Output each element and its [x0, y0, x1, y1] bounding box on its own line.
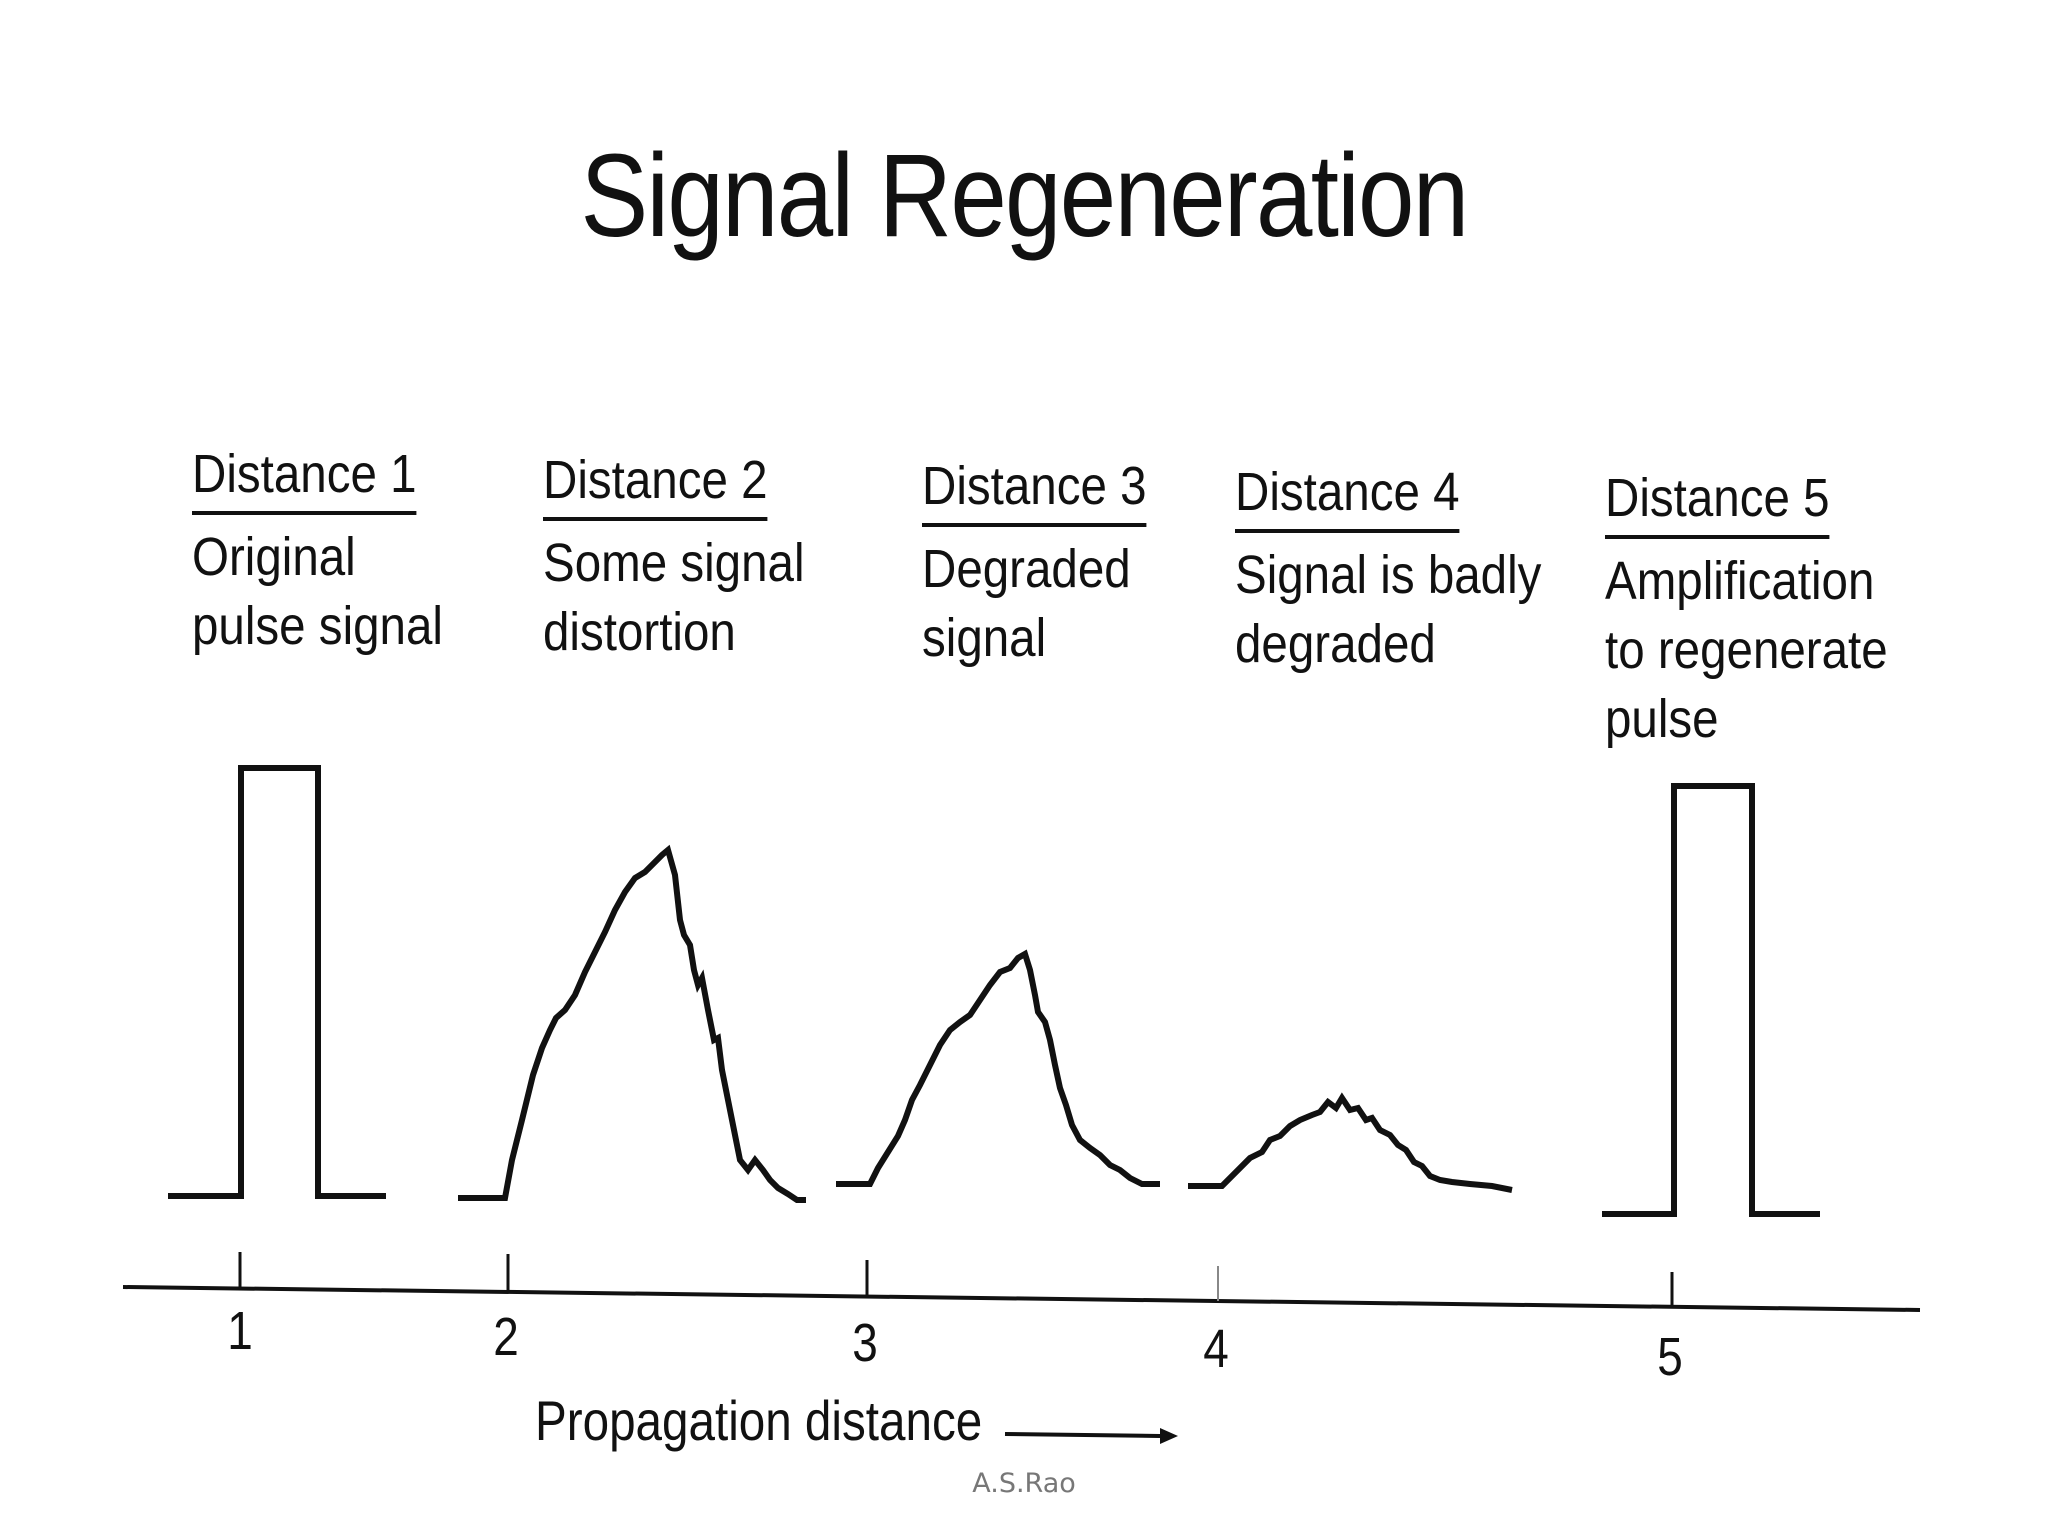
stage-description-line: distortion [543, 602, 736, 663]
stage-description-line: Original [192, 527, 356, 588]
stage-description-line: Some signal [543, 533, 805, 594]
stage-heading: Distance 1 [192, 440, 417, 516]
axis-tick-label: 4 [1203, 1319, 1229, 1379]
stage-distance-1: Distance 1 Original pulse signal [192, 440, 443, 661]
stage-description-line: degraded [1235, 614, 1436, 675]
axis-tick-label: 2 [493, 1307, 519, 1367]
stage-description-line: pulse signal [192, 596, 443, 657]
axis-tick-label: 1 [227, 1301, 253, 1361]
regenerated-pulse-waveform [1602, 783, 1820, 1217]
right-arrow-icon [1004, 1428, 1178, 1444]
propagation-axis-line [122, 1285, 1921, 1312]
stage-description-line: Signal is badly [1235, 545, 1542, 606]
stage-description-line: to regenerate [1605, 620, 1888, 681]
stage-description-line: Amplification [1605, 551, 1875, 612]
slide-title: Signal Regeneration [580, 130, 1470, 262]
axis-tick-label: 5 [1657, 1327, 1683, 1387]
stage-heading: Distance 4 [1235, 458, 1460, 534]
stage-distance-4: Distance 4 Signal is badly degraded [1235, 458, 1541, 679]
original-pulse-waveform [168, 765, 386, 1199]
degraded-pulse-waveform [836, 949, 1160, 1187]
stage-distance-2: Distance 2 Some signal distortion [543, 446, 805, 667]
stage-description-line: Degraded [922, 539, 1131, 600]
axis-label: Propagation distance [535, 1389, 983, 1452]
axis-tick-label: 3 [852, 1313, 878, 1373]
stage-distance-3: Distance 3 Degraded signal [922, 452, 1147, 673]
stage-heading: Distance 5 [1605, 464, 1830, 540]
stage-description-line: signal [922, 608, 1047, 669]
stage-heading: Distance 3 [922, 452, 1147, 528]
badly-degraded-pulse-waveform [1188, 1092, 1513, 1193]
stage-heading: Distance 2 [543, 446, 768, 522]
footer-credit: A.S.Rao [972, 1468, 1076, 1499]
stage-description-line: pulse [1605, 689, 1719, 750]
distorted-pulse-waveform [458, 844, 806, 1203]
stage-distance-5: Distance 5 Amplification to regenerate p… [1605, 464, 1888, 754]
